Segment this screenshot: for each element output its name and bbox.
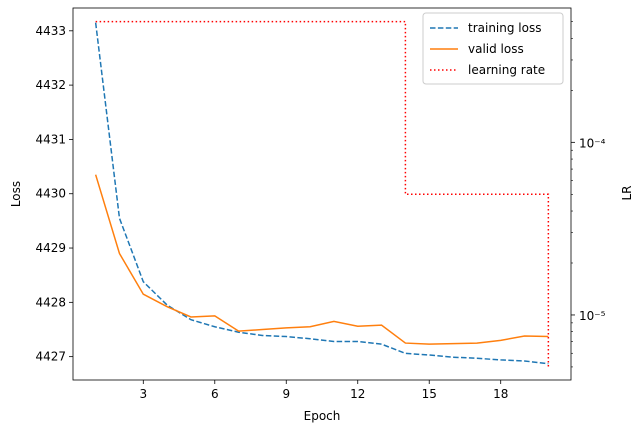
y-tick-label: 4433 <box>35 24 66 38</box>
x-tick-label: 18 <box>493 387 508 401</box>
plot-area-frame <box>72 7 572 381</box>
x-tick-label: 15 <box>422 387 437 401</box>
legend-label-learning-rate: learning rate <box>468 63 545 77</box>
y-tick-label: 4427 <box>35 350 66 364</box>
legend: training loss valid loss learning rate <box>422 12 564 85</box>
y-tick-label: 4432 <box>35 78 66 92</box>
legend-label-training-loss: training loss <box>468 21 541 35</box>
y2-tick-label: 10⁻⁴ <box>579 136 606 150</box>
y-tick-label: 4429 <box>35 241 66 255</box>
y-axis-label: Loss <box>9 181 23 207</box>
y2-axis-label: LR <box>620 185 634 200</box>
y-tick-label: 4428 <box>35 295 66 309</box>
x-tick-label: 9 <box>282 387 290 401</box>
y-tick-label: 4430 <box>35 187 66 201</box>
x-tick-label: 3 <box>139 387 147 401</box>
series-line-valid-loss <box>94 174 549 345</box>
x-axis-label: Epoch <box>304 409 341 423</box>
y2-tick-label: 10⁻⁵ <box>579 309 606 323</box>
legend-box <box>422 12 564 85</box>
series-line-training-loss <box>94 22 549 365</box>
legend-label-valid-loss: valid loss <box>468 42 524 56</box>
y-tick-label: 4431 <box>35 132 66 146</box>
x-tick-label: 6 <box>211 387 219 401</box>
x-tick-label: 12 <box>350 387 365 401</box>
